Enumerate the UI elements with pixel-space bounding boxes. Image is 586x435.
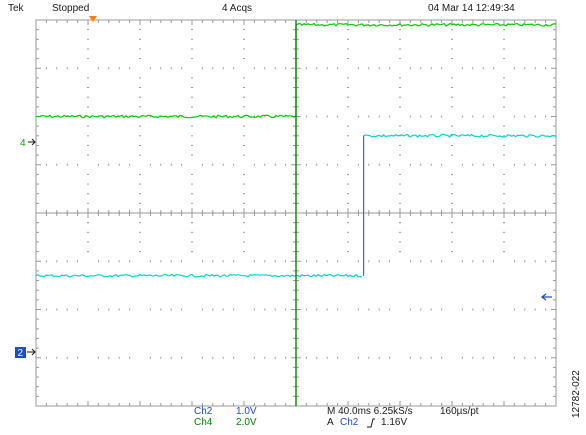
timebase-readout: M 40.0ms 6.25kS/s xyxy=(327,406,413,417)
svg-text:2: 2 xyxy=(18,348,24,359)
ch2-scale: 1.0V xyxy=(236,406,257,417)
trigger-level-arrow xyxy=(540,293,552,301)
brand-label: Tek xyxy=(8,3,24,14)
ch4-scale: 2.0V xyxy=(236,417,257,428)
ch4-name: Ch4 xyxy=(194,417,213,428)
ch4-ground-marker: 4 xyxy=(20,138,36,149)
figure-id: 12782-022 xyxy=(571,370,582,418)
record-length-readout: 160µs/pt xyxy=(440,406,479,417)
ch4-high-segment xyxy=(295,22,557,27)
run-state: Stopped xyxy=(52,3,90,14)
trigger-position-marker xyxy=(89,16,97,22)
trigger-level: 1.16V xyxy=(381,417,408,428)
rising-edge-icon xyxy=(367,418,375,428)
ch2-high-segment xyxy=(363,133,556,138)
waveform-traces xyxy=(35,20,557,406)
ch2-name: Ch2 xyxy=(194,406,213,417)
trigger-source: Ch2 xyxy=(340,417,359,428)
ch4-low-segment xyxy=(36,114,297,119)
trigger-prefix: A xyxy=(327,417,334,428)
acquisition-count: 4 Acqs xyxy=(222,3,253,14)
ch2-ground-marker: 2 xyxy=(15,347,36,359)
ch2-low-segment xyxy=(35,273,363,278)
timestamp: 04 Mar 14 12:49:34 xyxy=(428,3,515,14)
svg-text:4: 4 xyxy=(20,138,26,149)
